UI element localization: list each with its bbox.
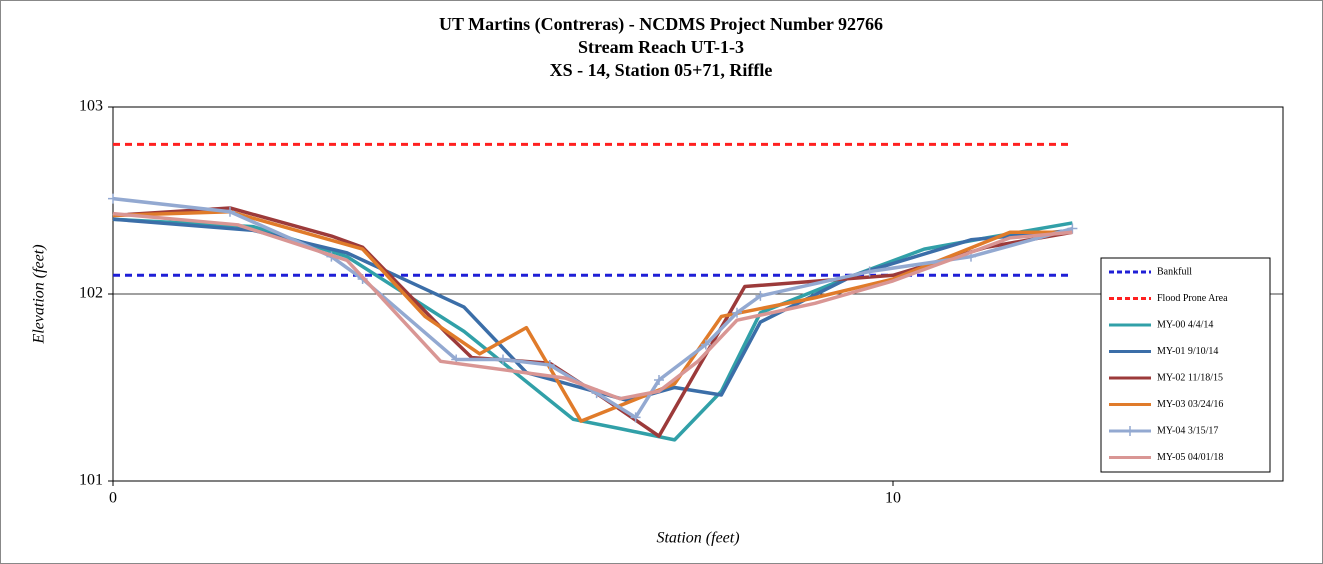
series-marker bbox=[654, 375, 664, 386]
chart-title: UT Martins (Contreras) - NCDMS Project N… bbox=[439, 14, 883, 35]
x-tick-label: 0 bbox=[109, 490, 117, 507]
series-marker bbox=[732, 307, 742, 318]
x-tick-label: 10 bbox=[885, 490, 901, 507]
y-tick-label: 102 bbox=[79, 285, 103, 302]
series-marker bbox=[700, 339, 711, 350]
series-line bbox=[112, 211, 1073, 401]
series-marker bbox=[864, 266, 875, 277]
y-axis-label: Elevation (feet) bbox=[31, 244, 48, 344]
chart-title: XS - 14, Station 05+71, Riffle bbox=[550, 60, 773, 80]
legend-marker bbox=[1125, 426, 1135, 436]
series-marker bbox=[630, 412, 641, 423]
legend-label: MY-01 9/10/14 bbox=[1157, 346, 1218, 357]
legend-label: MY-02 11/18/15 bbox=[1157, 372, 1223, 383]
series-line bbox=[112, 217, 1073, 442]
series-marker bbox=[498, 354, 508, 365]
series-marker bbox=[108, 193, 118, 204]
series-line bbox=[112, 196, 1073, 420]
y-tick-label: 101 bbox=[79, 472, 103, 489]
legend-label: Bankfull bbox=[1157, 266, 1192, 277]
series-marker bbox=[225, 206, 235, 217]
legend-label: MY-05 04/01/18 bbox=[1157, 452, 1223, 463]
series-line bbox=[112, 209, 1073, 423]
chart-title: Stream Reach UT-1-3 bbox=[578, 37, 744, 57]
legend-label: MY-03 03/24/16 bbox=[1157, 399, 1223, 410]
legend-label: Flood Prone Area bbox=[1157, 293, 1228, 304]
legend-label: MY-04 3/15/17 bbox=[1157, 425, 1218, 436]
series-marker bbox=[1067, 223, 1078, 234]
legend-label: MY-00 4/4/14 bbox=[1157, 319, 1213, 330]
series-marker bbox=[755, 290, 766, 301]
x-axis-label: Station (feet) bbox=[656, 530, 739, 547]
series-marker bbox=[544, 360, 555, 371]
y-tick-label: 103 bbox=[79, 98, 103, 115]
legend-box bbox=[1100, 257, 1271, 473]
